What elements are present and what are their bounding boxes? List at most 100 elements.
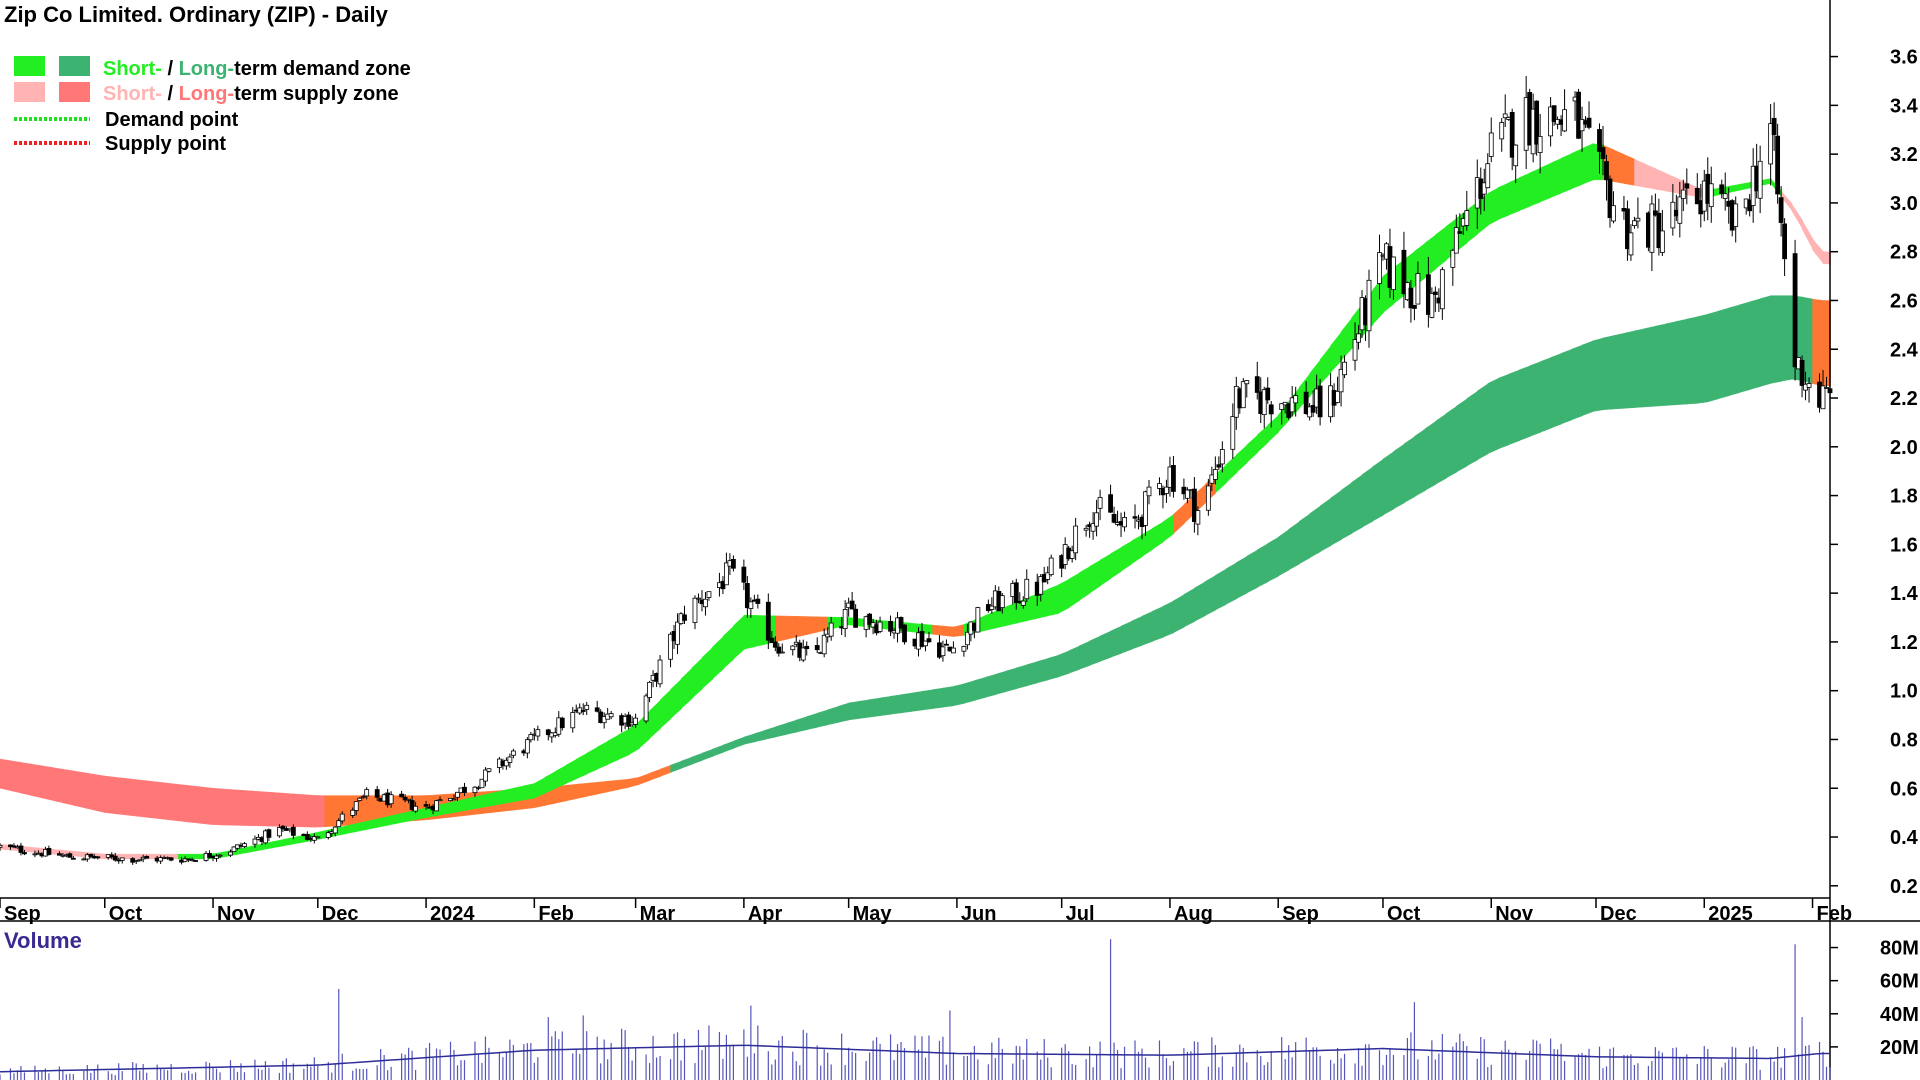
long-term-zone-segment [1738,301,1751,393]
candle-body [1013,582,1019,604]
y-tick-label: 1.6 [1890,534,1918,556]
y-tick-label: 1.2 [1890,632,1918,654]
short-term-zone-segment [617,728,630,760]
candle-body [867,613,872,625]
long-term-zone-segment [1099,630,1112,662]
long-term-zone-segment [1456,398,1468,473]
long-term-zone-segment [272,792,284,827]
long-term-zone-segment [1236,555,1248,600]
long-term-zone-segment [1057,650,1070,678]
candle-body [961,646,967,652]
short-term-zone-segment [1089,559,1101,594]
short-term-zone-segment [1120,540,1133,572]
candle-body [1481,182,1487,195]
candle-body [1824,387,1829,389]
long-term-zone-segment [1204,574,1217,617]
candle-body [315,836,321,839]
legend-demand-sep: / [162,58,179,80]
candle-body [1265,387,1271,401]
candle-body [486,768,492,772]
candle-body [1216,464,1222,468]
candle-body [1143,491,1148,526]
short-term-zone-segment [471,794,483,810]
candle-body [1597,129,1602,152]
long-term-zone-segment [900,692,913,714]
candle-body [821,634,827,655]
candle-body [744,583,750,609]
long-term-zone-segment [1613,332,1625,410]
short-term-zone-segment [712,635,724,680]
candle-body [1453,227,1459,254]
volume-tick-label: 80M [1880,938,1919,960]
y-tick-label: 2.2 [1890,388,1918,410]
long-term-zone-segment [261,791,274,827]
candle-body [1205,485,1211,511]
candle-body [559,717,565,729]
long-term-zone-segment [1162,600,1175,638]
volume-average-line [0,1044,1830,1073]
candle-body [119,857,125,861]
candle-body [252,838,258,845]
candle-body [853,608,859,628]
short-term-zone-segment [1498,182,1510,220]
candle-body [1450,249,1456,268]
long-term-zone-segment [115,777,127,816]
candle-body [748,601,754,609]
candle-body [790,645,796,651]
candle-body [1048,557,1054,576]
candle-body [1775,135,1781,195]
long-term-zone-segment [198,786,211,825]
long-term-zone-segment [1644,325,1657,408]
short-term-zone-segment [722,625,735,670]
long-term-zone-segment [1665,321,1678,406]
long-term-zone-segment [1330,489,1342,546]
short-term-zone-segment [31,847,43,854]
candle-body [22,852,27,855]
long-term-zone-segment [282,792,295,827]
candle-body [406,798,412,801]
long-term-zone-segment [1592,337,1604,412]
short-term-zone-segment [1508,177,1520,216]
legend-supply-point: Supply point [105,133,226,155]
short-term-zone-segment [932,624,944,636]
short-term-zone-segment [806,616,819,635]
candle-body [1432,291,1438,295]
candle-body [1792,253,1798,368]
short-term-zone-segment [596,740,609,770]
short-term-zone-segment [1141,527,1154,557]
candle-body [1768,123,1774,165]
short-term-zone-segment [492,790,504,806]
candle-body [608,713,614,718]
short-term-zone-segment [460,797,473,812]
long-term-zone-segment [670,760,682,773]
x-tick-label: Oct [109,903,143,925]
candle-body [1094,512,1100,527]
candle-body [276,827,282,837]
short-term-zone-segment [513,785,525,803]
long-term-zone-segment [314,795,326,828]
candle-body [1820,385,1826,410]
candle-body [388,794,394,805]
candle-body [1457,231,1463,234]
long-term-zone-segment [104,775,117,815]
short-term-zone-segment [1518,172,1531,212]
candle-body [528,734,534,741]
candle-body [507,756,513,763]
candle-body [353,801,359,811]
long-term-zone-segment [1382,451,1395,516]
long-term-zone-segment [1267,536,1280,583]
candle-body [647,681,652,698]
candle-body [503,759,509,767]
x-tick-label: Nov [217,903,256,925]
long-term-zone-segment [1173,594,1185,634]
candle-body [633,717,639,725]
candle-body [1377,252,1382,284]
long-term-zone-segment [1550,353,1562,429]
candle-body [1090,523,1096,532]
volume-layer [0,939,1831,1080]
long-term-zone-segment [10,760,22,794]
candle-body [189,859,195,861]
long-term-zone-segment [628,776,640,788]
candle-body [772,641,778,648]
candle-body [46,848,52,855]
